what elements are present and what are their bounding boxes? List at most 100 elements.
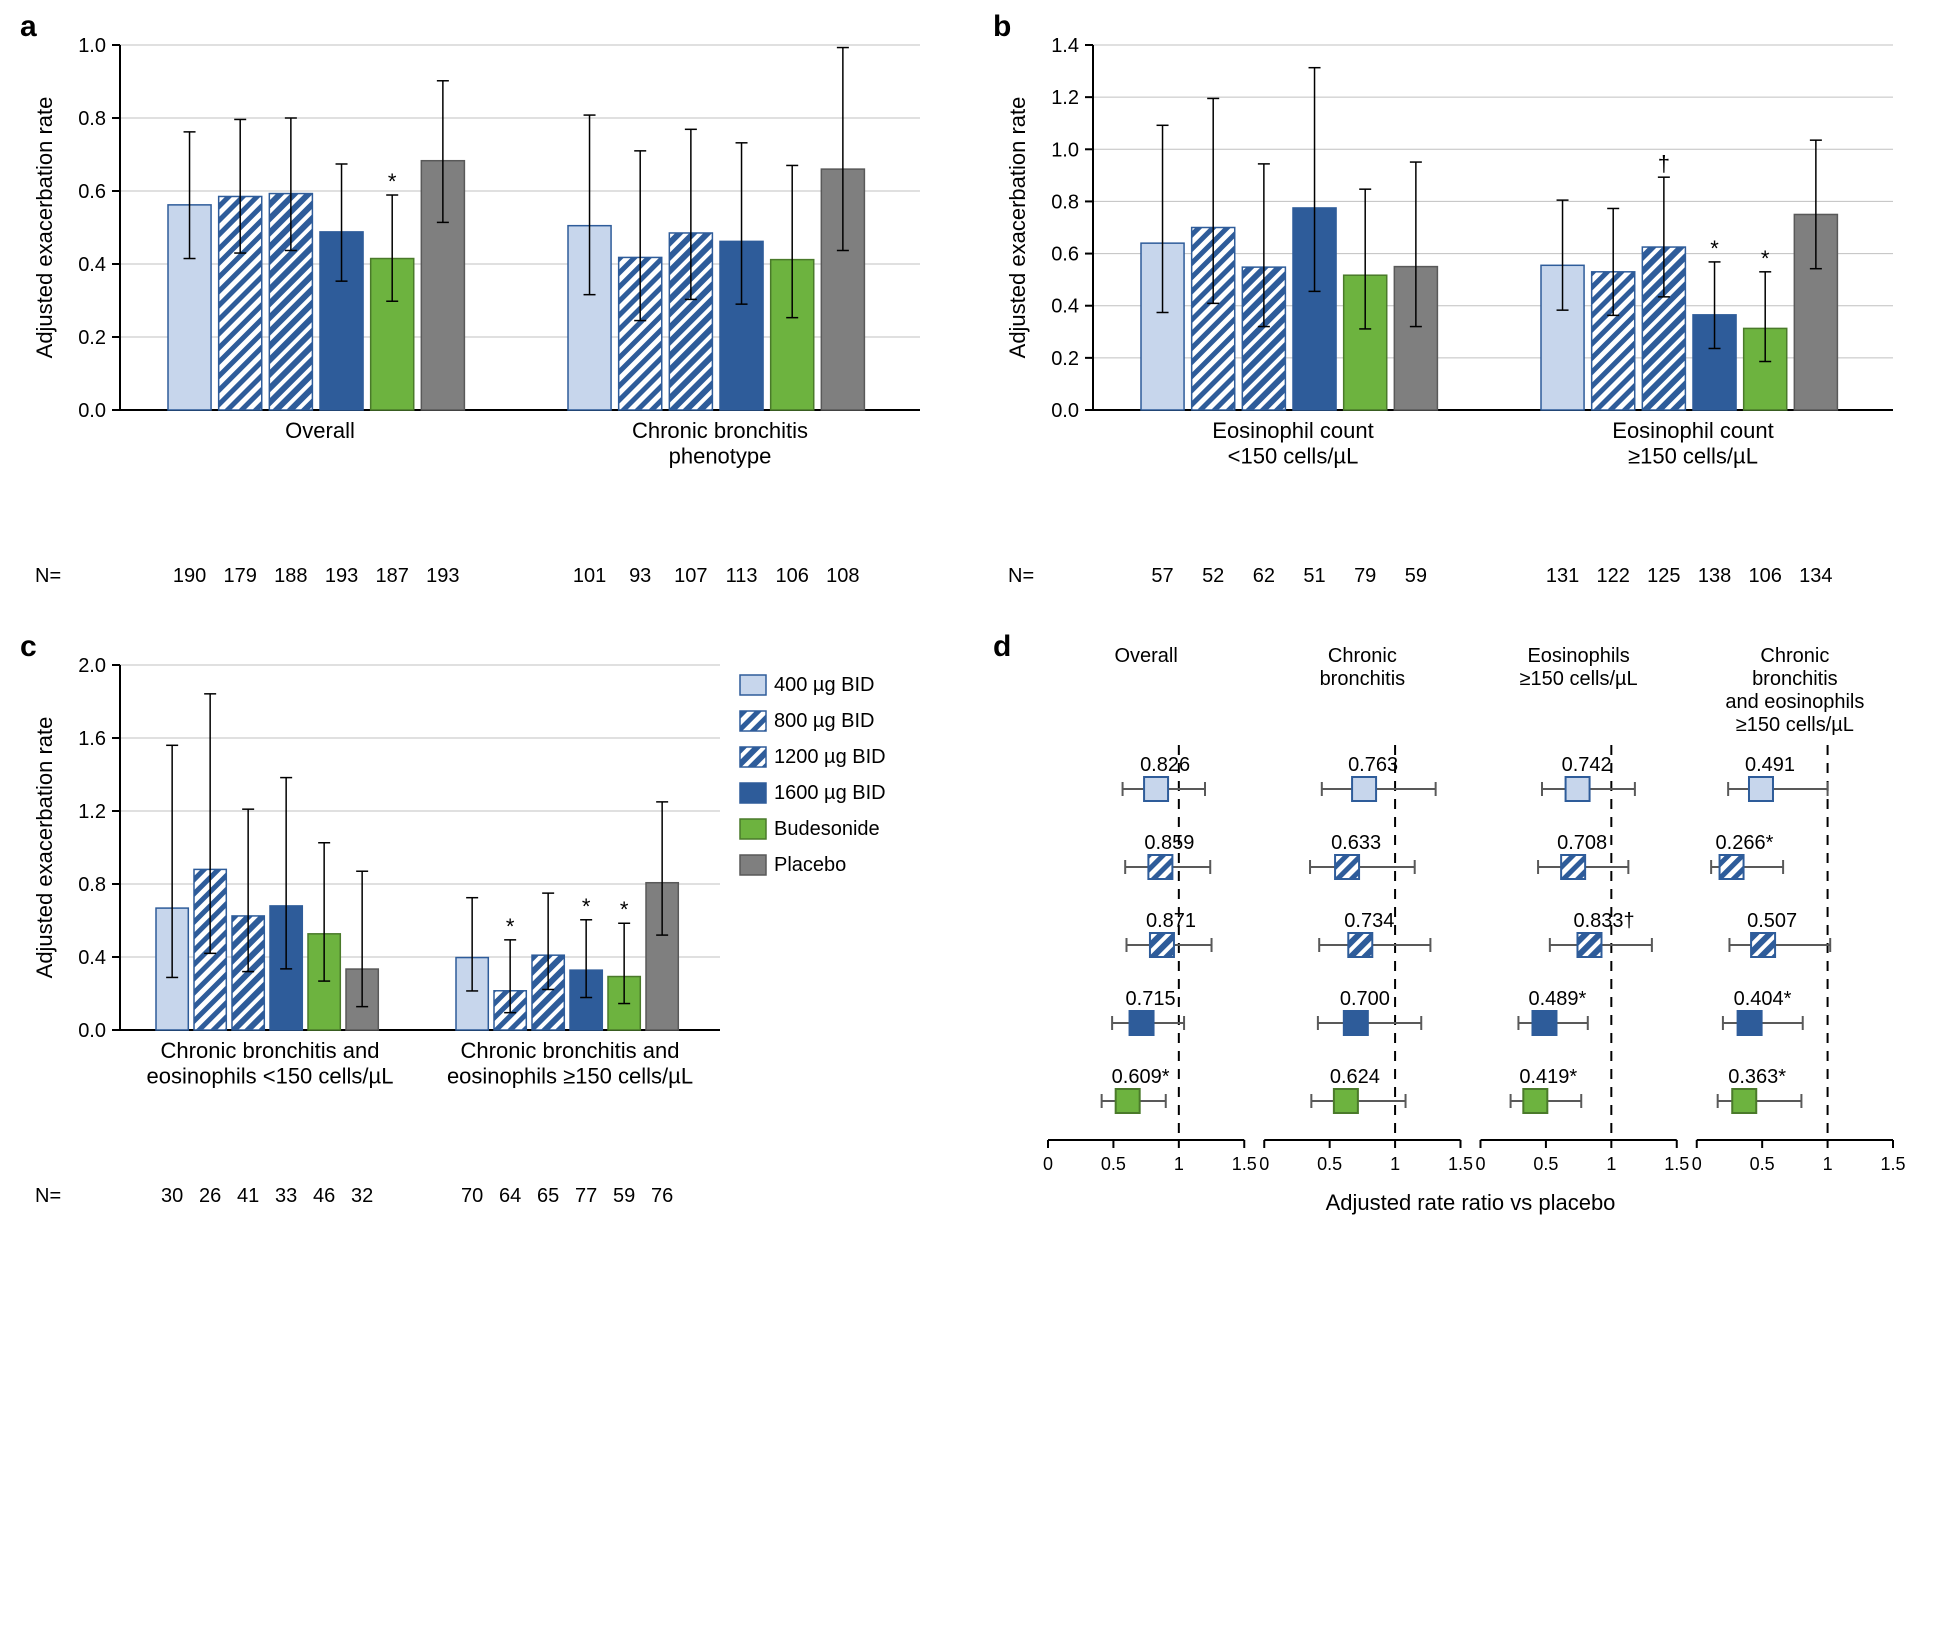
- svg-text:Chronicbronchitis: Chronicbronchitis: [1320, 645, 1406, 690]
- svg-text:Adjusted exacerbation rate: Adjusted exacerbation rate: [1005, 97, 1030, 359]
- svg-text:33: 33: [275, 1185, 297, 1207]
- forest-marker: [1150, 933, 1174, 957]
- forest-marker: [1523, 1089, 1547, 1113]
- svg-text:0.4: 0.4: [78, 254, 106, 276]
- svg-text:Eosinophil count<150 cells/µL: Eosinophil count<150 cells/µL: [1212, 418, 1373, 468]
- svg-text:Placebo: Placebo: [774, 854, 846, 876]
- svg-text:0: 0: [1475, 1154, 1485, 1174]
- svg-text:Overall: Overall: [285, 418, 355, 443]
- legend-swatch: [740, 819, 766, 839]
- svg-text:0.363*: 0.363*: [1728, 1066, 1786, 1088]
- svg-text:Chronic bronchitisphenotype: Chronic bronchitisphenotype: [632, 418, 808, 468]
- svg-text:1.0: 1.0: [1051, 139, 1079, 161]
- svg-text:0.2: 0.2: [1051, 348, 1079, 370]
- svg-text:122: 122: [1597, 565, 1630, 587]
- svg-text:1.6: 1.6: [78, 728, 106, 750]
- svg-text:101: 101: [573, 565, 606, 587]
- forest-marker: [1352, 777, 1376, 801]
- forest-marker: [1738, 1011, 1762, 1035]
- legend-swatch: [740, 747, 766, 767]
- svg-text:0.2: 0.2: [78, 327, 106, 349]
- svg-text:0.0: 0.0: [78, 400, 106, 422]
- forest-marker: [1335, 855, 1359, 879]
- svg-text:51: 51: [1303, 565, 1325, 587]
- svg-text:0.5: 0.5: [1533, 1154, 1558, 1174]
- svg-text:1600 µg BID: 1600 µg BID: [774, 782, 886, 804]
- svg-text:†: †: [1658, 151, 1670, 176]
- svg-text:1.5: 1.5: [1448, 1154, 1473, 1174]
- forest-marker: [1577, 933, 1601, 957]
- svg-text:0.734: 0.734: [1344, 910, 1394, 932]
- svg-text:0.266*: 0.266*: [1716, 832, 1774, 854]
- svg-text:0.715: 0.715: [1126, 988, 1176, 1010]
- svg-text:57: 57: [1151, 565, 1173, 587]
- svg-text:0.871: 0.871: [1146, 910, 1196, 932]
- svg-text:1.5: 1.5: [1880, 1154, 1905, 1174]
- chart-c: 0.00.40.81.21.62.0Adjusted exacerbation …: [20, 640, 940, 1230]
- svg-text:0.763: 0.763: [1348, 754, 1398, 776]
- svg-text:0.6: 0.6: [78, 181, 106, 203]
- svg-text:Adjusted exacerbation rate: Adjusted exacerbation rate: [32, 717, 57, 979]
- svg-text:0.708: 0.708: [1557, 832, 1607, 854]
- svg-text:0.633: 0.633: [1331, 832, 1381, 854]
- svg-text:N=: N=: [1008, 565, 1034, 587]
- svg-text:1.5: 1.5: [1232, 1154, 1257, 1174]
- svg-text:0.8: 0.8: [1051, 191, 1079, 213]
- svg-text:32: 32: [351, 1185, 373, 1207]
- svg-text:0.742: 0.742: [1562, 754, 1612, 776]
- forest-marker: [1344, 1011, 1368, 1035]
- svg-text:77: 77: [575, 1185, 597, 1207]
- panel-label-a: a: [20, 10, 37, 44]
- panel-label-b: b: [993, 10, 1011, 44]
- legend-swatch: [740, 855, 766, 875]
- svg-text:190: 190: [173, 565, 206, 587]
- svg-text:0.4: 0.4: [78, 947, 106, 969]
- svg-text:64: 64: [499, 1185, 521, 1207]
- svg-text:0.859: 0.859: [1144, 832, 1194, 854]
- chart-b: 0.00.20.40.60.81.01.21.4Adjusted exacerb…: [993, 20, 1913, 610]
- chart-d: Overall00.511.50.8260.8590.8710.7150.609…: [993, 640, 1913, 1230]
- svg-text:0.507: 0.507: [1747, 910, 1797, 932]
- svg-text:46: 46: [313, 1185, 335, 1207]
- svg-text:1.4: 1.4: [1051, 35, 1079, 57]
- svg-text:0.700: 0.700: [1340, 988, 1390, 1010]
- legend-swatch: [740, 711, 766, 731]
- svg-text:1.5: 1.5: [1664, 1154, 1689, 1174]
- svg-text:0.8: 0.8: [78, 874, 106, 896]
- svg-text:Adjusted rate ratio vs placebo: Adjusted rate ratio vs placebo: [1326, 1190, 1616, 1215]
- svg-text:0.5: 0.5: [1750, 1154, 1775, 1174]
- svg-text:800 µg BID: 800 µg BID: [774, 710, 874, 732]
- svg-text:1: 1: [1823, 1154, 1833, 1174]
- svg-text:113: 113: [726, 565, 758, 587]
- svg-text:0.419*: 0.419*: [1519, 1066, 1577, 1088]
- svg-text:N=: N=: [35, 565, 61, 587]
- svg-text:*: *: [620, 897, 629, 922]
- svg-text:Chronic bronchitis andeosinoph: Chronic bronchitis andeosinophils ≥150 c…: [447, 1038, 693, 1088]
- svg-text:Adjusted exacerbation rate: Adjusted exacerbation rate: [32, 97, 57, 359]
- forest-marker: [1751, 933, 1775, 957]
- svg-text:188: 188: [274, 565, 307, 587]
- svg-text:59: 59: [1405, 565, 1427, 587]
- forest-marker: [1348, 933, 1372, 957]
- svg-text:0.0: 0.0: [1051, 400, 1079, 422]
- svg-text:59: 59: [613, 1185, 635, 1207]
- svg-text:2.0: 2.0: [78, 655, 106, 677]
- svg-text:187: 187: [376, 565, 409, 587]
- svg-text:400 µg BID: 400 µg BID: [774, 674, 874, 696]
- svg-text:0.6: 0.6: [1051, 244, 1079, 266]
- panel-label-d: d: [993, 630, 1011, 664]
- svg-text:41: 41: [237, 1185, 259, 1207]
- svg-text:76: 76: [651, 1185, 673, 1207]
- svg-text:1: 1: [1606, 1154, 1616, 1174]
- svg-text:62: 62: [1253, 565, 1275, 587]
- svg-text:65: 65: [537, 1185, 559, 1207]
- svg-text:0.491: 0.491: [1745, 754, 1795, 776]
- forest-marker: [1532, 1011, 1556, 1035]
- forest-marker: [1566, 777, 1590, 801]
- svg-text:0: 0: [1043, 1154, 1053, 1174]
- svg-text:106: 106: [1749, 565, 1782, 587]
- panel-b: b 0.00.20.40.60.81.01.21.4Adjusted exace…: [993, 20, 1926, 610]
- svg-text:131: 131: [1546, 565, 1579, 587]
- svg-text:0.4: 0.4: [1051, 296, 1079, 318]
- svg-text:0.826: 0.826: [1140, 754, 1190, 776]
